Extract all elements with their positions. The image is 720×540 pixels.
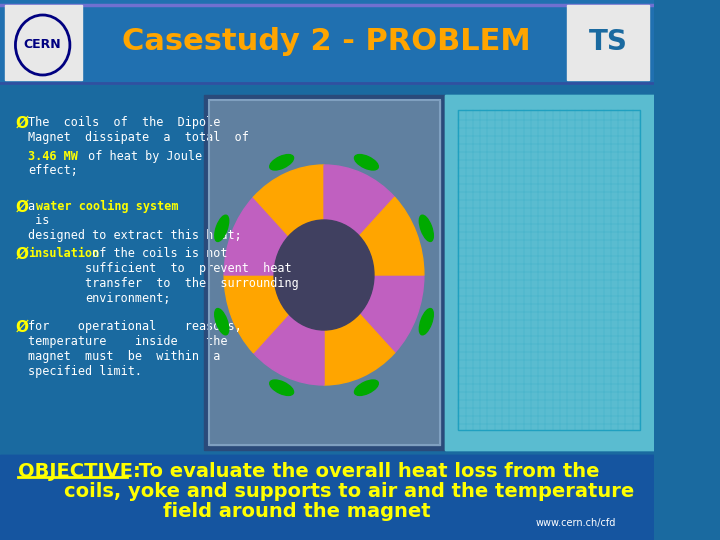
Bar [445, 95, 654, 450]
Ellipse shape [419, 215, 433, 241]
Text: Ø: Ø [15, 200, 28, 215]
Ellipse shape [354, 154, 378, 170]
Bar [209, 100, 440, 445]
Text: water cooling system: water cooling system [36, 200, 179, 213]
Bar [204, 95, 445, 450]
Text: Ø: Ø [15, 116, 28, 131]
Wedge shape [324, 165, 395, 236]
Text: a: a [28, 200, 42, 213]
Bar [0, 0, 654, 85]
Bar [445, 95, 654, 450]
Wedge shape [253, 314, 324, 385]
Text: TS: TS [589, 28, 628, 56]
Text: Ø: Ø [15, 247, 28, 262]
Bar [0, 455, 654, 540]
Text: Casestudy 2 - PROBLEM: Casestudy 2 - PROBLEM [122, 28, 531, 57]
Bar [459, 110, 640, 430]
Ellipse shape [270, 380, 294, 395]
Text: of heat by Joule: of heat by Joule [81, 150, 202, 163]
Text: of the coils is not
sufficient  to  prevent  heat
transfer  to  the  surrounding: of the coils is not sufficient to preven… [85, 247, 299, 305]
Bar [209, 100, 440, 445]
Ellipse shape [215, 308, 229, 335]
Wedge shape [359, 275, 424, 353]
Wedge shape [359, 197, 424, 275]
Bar [567, 5, 649, 80]
Wedge shape [324, 314, 395, 385]
Bar [4, 5, 81, 80]
Text: effect;: effect; [28, 164, 78, 177]
Ellipse shape [270, 154, 294, 170]
Text: The  coils  of  the  Dipole
Magnet  dissipate  a  total  of: The coils of the Dipole Magnet dissipate… [28, 116, 249, 144]
Wedge shape [253, 165, 324, 236]
Text: coils, yoke and supports to air and the temperature: coils, yoke and supports to air and the … [63, 482, 634, 501]
Bar [0, 455, 654, 540]
Text: field around the magnet: field around the magnet [163, 502, 431, 521]
Bar [0, 85, 654, 540]
Text: www.cern.ch/cfd: www.cern.ch/cfd [536, 518, 616, 528]
Text: insulation: insulation [28, 247, 99, 260]
Ellipse shape [215, 215, 229, 241]
Ellipse shape [419, 308, 433, 335]
Text: OBJECTIVE:: OBJECTIVE: [18, 462, 141, 481]
Text: CERN: CERN [24, 38, 61, 51]
Circle shape [274, 220, 374, 330]
Text: To evaluate the overall heat loss from the: To evaluate the overall heat loss from t… [132, 462, 599, 481]
Wedge shape [224, 275, 289, 353]
Text: is
designed to extract this heat;: is designed to extract this heat; [28, 214, 242, 242]
Ellipse shape [354, 380, 378, 395]
Text: Ø: Ø [15, 320, 28, 335]
Text: 3.46 MW: 3.46 MW [28, 150, 78, 163]
Wedge shape [224, 197, 289, 275]
Text: for    operational    reasons,
temperature    inside    the
magnet  must  be  wi: for operational reasons, temperature ins… [28, 320, 242, 378]
